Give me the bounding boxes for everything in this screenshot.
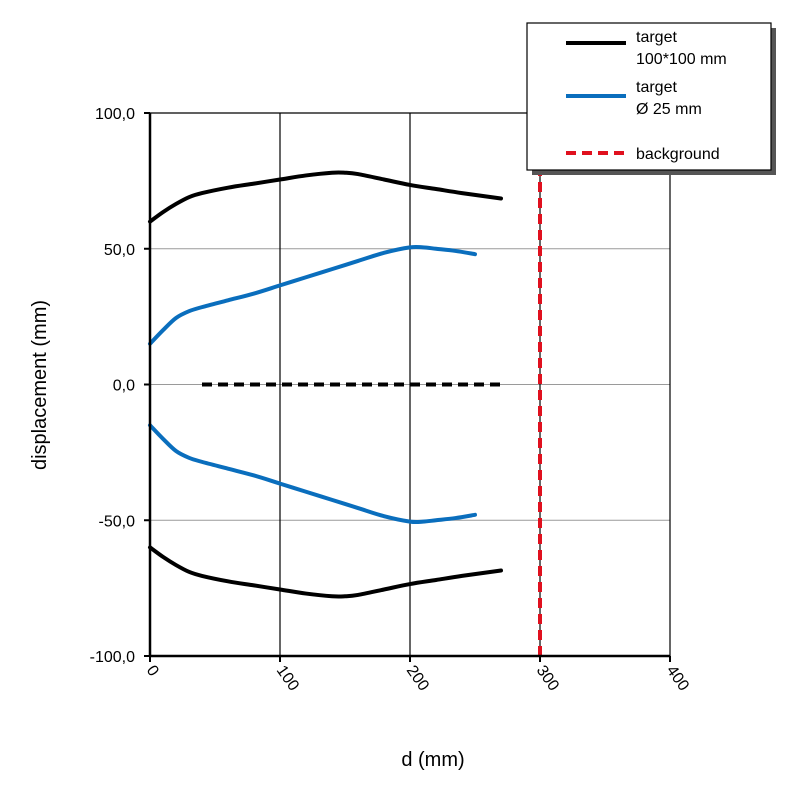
- series-line: [148, 244, 477, 346]
- tick-labels: 100,050,00,0-50,0-100,00 100 200 300 400: [90, 106, 692, 694]
- series-line: [148, 423, 477, 525]
- legend-label: target: [636, 79, 677, 96]
- y-tick-label: -50,0: [99, 513, 136, 530]
- legend-label: Ø 25 mm: [636, 101, 702, 118]
- y-tick-label: 50,0: [104, 242, 135, 259]
- y-axis-title: displacement (mm): [29, 300, 51, 470]
- y-tick-label: 0,0: [113, 378, 135, 395]
- legend-label: background: [636, 146, 720, 163]
- legend-label: target: [636, 29, 677, 46]
- legend-label: 100*100 mm: [636, 51, 727, 68]
- series-line: [148, 545, 503, 599]
- axes: [144, 112, 671, 662]
- legend: target 100*100 mm target Ø 25 mm background: [526, 22, 776, 175]
- x-axis-title: d (mm): [401, 749, 464, 771]
- y-tick-label: 100,0: [95, 106, 135, 123]
- series-line: [148, 170, 503, 224]
- y-tick-label: -100,0: [90, 649, 135, 666]
- series-group: [148, 113, 542, 656]
